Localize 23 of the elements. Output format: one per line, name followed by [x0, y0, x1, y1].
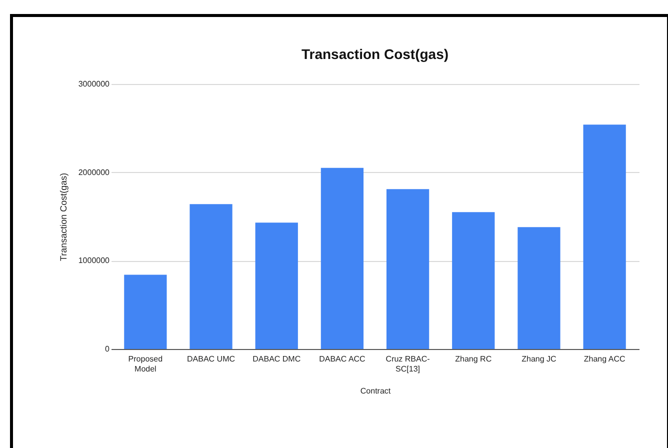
x-tick-label: Zhang JC [522, 354, 557, 364]
x-tick-label: Proposed Model [128, 354, 163, 374]
y-axis-title: Transaction Cost(gas) [58, 172, 68, 262]
x-tick-label: Cruz RBAC-SC[13] [386, 354, 430, 374]
bar [255, 222, 298, 349]
x-axis-title: Contract [360, 386, 392, 396]
x-tick-label: Zhang ACC [584, 354, 626, 364]
y-tick-label: 3000000 [78, 80, 110, 88]
x-tick-label: DABAC DMC [252, 354, 301, 364]
y-tick-label: 1000000 [78, 256, 110, 266]
chart-title: Transaction Cost(gas) [301, 46, 449, 62]
x-tick-label: Zhang RC [455, 354, 492, 364]
x-tick-label: DABAC UMC [187, 354, 236, 364]
y-tick-label: 0 [105, 344, 110, 354]
bar [452, 212, 495, 349]
bar [124, 274, 167, 349]
x-tick-label: DABAC ACC [319, 354, 366, 364]
bar [518, 227, 560, 349]
bar [386, 189, 430, 349]
bar [320, 168, 364, 349]
bar [190, 204, 232, 349]
y-tick-label: 2000000 [78, 168, 110, 177]
bar [583, 124, 626, 349]
